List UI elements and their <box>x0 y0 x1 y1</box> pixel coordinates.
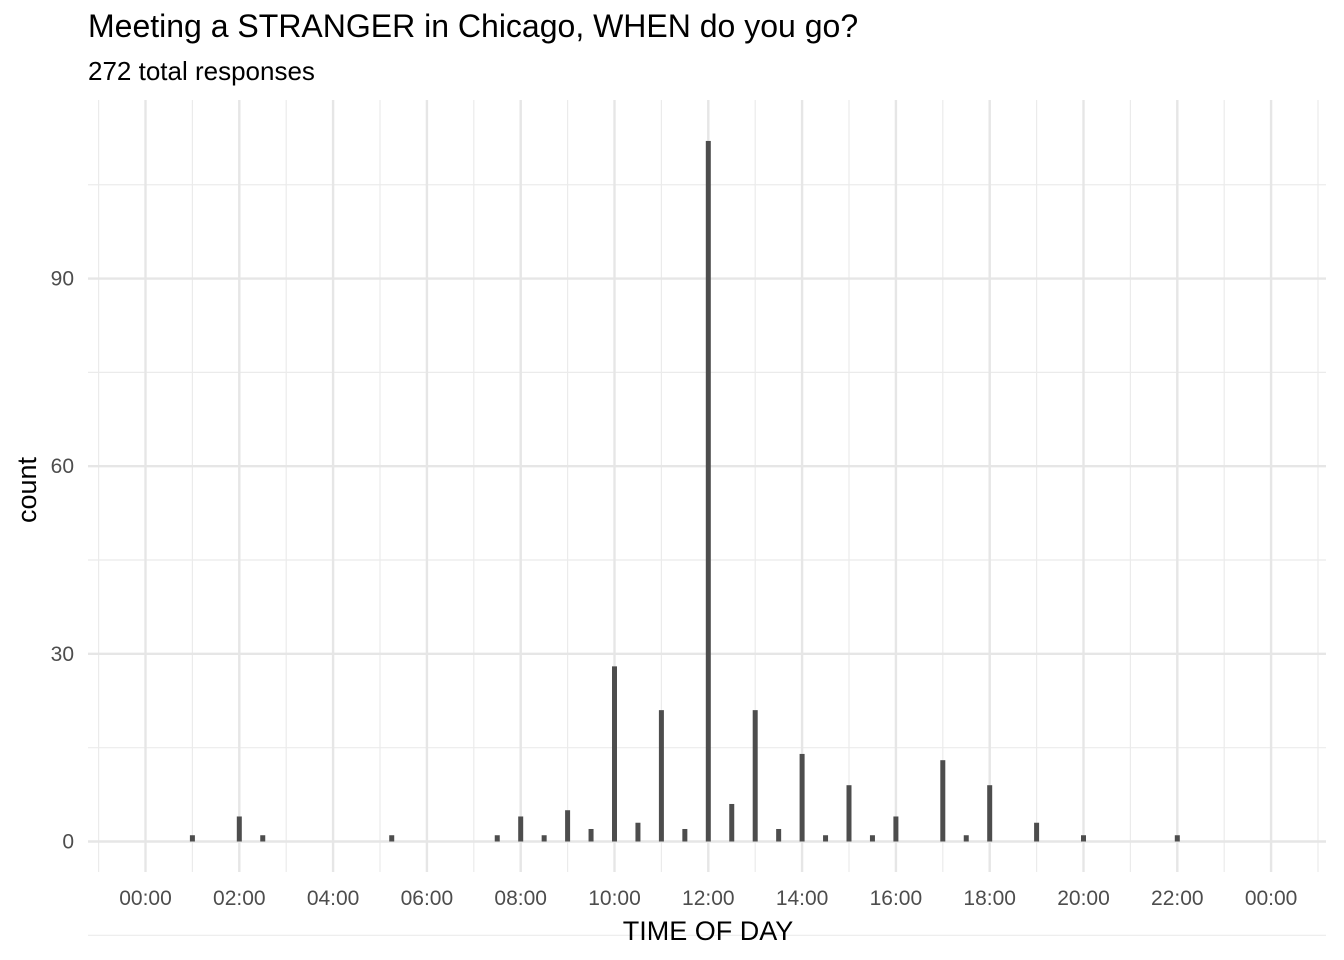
y-tick-label: 60 <box>51 455 74 478</box>
x-tick-label: 02:00 <box>213 887 266 910</box>
histogram-bar <box>635 822 641 842</box>
histogram-bar <box>389 835 395 842</box>
histogram-bar <box>588 828 594 842</box>
x-tick-label: 14:00 <box>776 887 829 910</box>
histogram-bar <box>846 785 852 842</box>
histogram-bar <box>189 835 195 842</box>
histogram-bar <box>987 785 993 842</box>
histogram-bar <box>729 803 735 842</box>
x-tick-label: 04:00 <box>307 887 360 910</box>
major-gridlines <box>88 100 1326 872</box>
histogram-bar <box>658 710 664 842</box>
x-tick-label: 12:00 <box>682 887 735 910</box>
x-tick-label: 10:00 <box>588 887 641 910</box>
y-tick-label: 90 <box>51 268 74 291</box>
histogram-bar <box>1081 835 1086 842</box>
chart-subtitle: 272 total responses <box>88 56 315 86</box>
chart-title: Meeting a STRANGER in Chicago, WHEN do y… <box>88 8 859 44</box>
histogram-bar <box>565 810 571 842</box>
x-tick-label: 00:00 <box>1245 887 1298 910</box>
bars <box>189 140 1180 842</box>
histogram-bar <box>494 835 500 842</box>
x-tick-label: 08:00 <box>494 887 547 910</box>
x-tick-label: 16:00 <box>870 887 923 910</box>
histogram-bar <box>541 835 547 842</box>
x-tick-label: 22:00 <box>1151 887 1204 910</box>
x-tick-labels: 00:00 02:00 04:00 06:00 08:00 10:00 12:00 14:00… <box>119 887 1297 910</box>
histogram-bar <box>705 140 711 842</box>
histogram-bar <box>612 666 617 842</box>
histogram-bar <box>799 753 805 842</box>
x-tick-label: 20:00 <box>1057 887 1110 910</box>
histogram-bar <box>1174 835 1180 842</box>
histogram-bar <box>869 835 875 842</box>
histogram-bar <box>518 816 524 842</box>
histogram-bar <box>776 828 782 842</box>
histogram-bar <box>1034 822 1040 842</box>
histogram-bar <box>893 816 899 842</box>
y-tick-label: 0 <box>62 831 74 854</box>
histogram-bar <box>236 816 242 842</box>
histogram-bar <box>940 760 946 842</box>
histogram-bar <box>963 835 969 842</box>
y-tick-labels: 0 30 60 90 <box>51 268 74 854</box>
y-tick-label: 30 <box>51 643 74 666</box>
x-tick-label: 18:00 <box>963 887 1016 910</box>
histogram-bar <box>823 835 829 842</box>
y-axis-title: count <box>12 456 42 523</box>
x-tick-label: 06:00 <box>401 887 454 910</box>
x-tick-label: 00:00 <box>119 887 172 910</box>
x-axis-title: TIME OF DAY <box>623 916 794 946</box>
histogram-bar <box>682 828 688 842</box>
histogram-bar <box>752 710 758 842</box>
histogram-bar <box>260 835 266 842</box>
